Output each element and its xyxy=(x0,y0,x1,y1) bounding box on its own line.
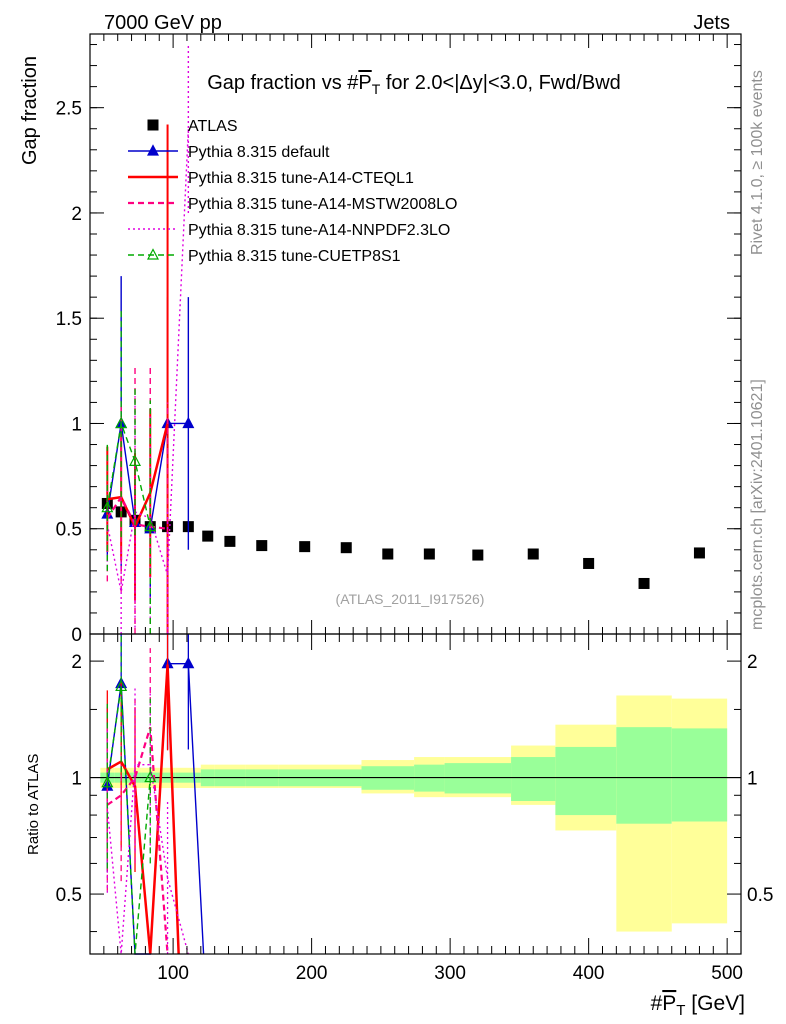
mcplots-label: mcplots.cern.ch [arXiv:2401.10621] xyxy=(749,379,766,630)
xlabel-pre: # xyxy=(651,992,663,1015)
rivet-label: Rivet 4.1.0, ≥ 100k events xyxy=(749,70,766,255)
legend-entry-3: Pythia 8.315 tune-A14-MSTW2008LO xyxy=(128,196,457,213)
xlabel-symbol: P xyxy=(662,992,676,1015)
ratio-line xyxy=(106,686,151,955)
data-point xyxy=(583,557,595,569)
ratio-point xyxy=(182,656,195,669)
ratio-ytick-label-right: 1 xyxy=(747,769,758,790)
main-ylabel: Gap fraction xyxy=(19,56,41,165)
ratio-point xyxy=(144,770,157,783)
data-point xyxy=(256,540,268,552)
watermark: (ATLAS_2011_I917526) xyxy=(336,591,485,607)
data-point xyxy=(340,542,352,554)
ratio-line xyxy=(106,664,180,955)
ytick-label: 2 xyxy=(71,204,82,225)
ratio-ytick-label-right: 2 xyxy=(747,652,758,673)
ytick-label: 0.5 xyxy=(56,520,82,541)
ratio-frame xyxy=(89,633,742,955)
main-series xyxy=(101,44,705,634)
legend-entry-1: Pythia 8.315 default xyxy=(128,144,330,161)
legend-label: Pythia 8.315 tune-A14-MSTW2008LO xyxy=(188,196,457,213)
stat-uncertainty-band xyxy=(616,727,672,824)
xtick-label: 200 xyxy=(296,963,328,984)
ratio-series-3 xyxy=(106,685,190,955)
ytick-label: 1 xyxy=(71,414,82,435)
title-pre: Gap fraction vs # xyxy=(207,72,359,94)
data-point xyxy=(423,548,435,560)
main-panel: (ATLAS_2011_I917526) Gap fraction vs #PT… xyxy=(19,33,742,646)
ratio-line xyxy=(106,726,169,955)
ratio-ytick-label: 2 xyxy=(71,652,82,673)
legend-label: Pythia 8.315 tune-A14-NNPDF2.3LO xyxy=(188,222,450,239)
legend: ATLAS Pythia 8.315 default Pythia 8.315 tu… xyxy=(128,118,457,265)
x-axis-label: #PT [GeV] xyxy=(651,992,745,1019)
series-line xyxy=(106,128,190,593)
data-point xyxy=(144,519,157,532)
xlabel-post: [GeV] xyxy=(685,992,745,1015)
ratio-series-1 xyxy=(106,634,180,955)
ratio-ytick-label: 1 xyxy=(71,769,82,790)
header-right: Jets xyxy=(693,12,730,34)
stat-uncertainty-band xyxy=(444,763,512,794)
title-post: for 2.0<|Δy|<3.0, Fwd/Bwd xyxy=(380,72,621,94)
series-3 xyxy=(106,366,169,634)
ratio-line xyxy=(106,763,190,955)
data-point xyxy=(472,549,484,561)
ratio-bands xyxy=(90,695,741,932)
legend-marker xyxy=(147,119,159,131)
ratio-ytick-label: 0.5 xyxy=(56,885,82,906)
series-4 xyxy=(106,44,190,634)
data-point xyxy=(299,541,311,553)
ratio-axes: 0.5 0.5 1 1 2 2 100 200 300 400 500 xyxy=(56,633,773,984)
legend-label: Pythia 8.315 tune-CUETP8S1 xyxy=(188,248,401,265)
ratio-series xyxy=(101,634,205,955)
legend-entry-0: ATLAS xyxy=(147,118,238,135)
ytick-label: 0 xyxy=(71,625,82,646)
legend-label: ATLAS xyxy=(188,118,238,135)
xtick-label: 500 xyxy=(711,963,743,984)
data-point xyxy=(527,548,539,560)
ytick-label: 1.5 xyxy=(56,309,82,330)
header-left: 7000 GeV pp xyxy=(104,12,222,34)
data-point xyxy=(129,454,142,466)
legend-entry-4: Pythia 8.315 tune-A14-NNPDF2.3LO xyxy=(128,222,450,239)
title-subscript: T xyxy=(372,81,381,97)
ratio-series-4 xyxy=(101,634,157,955)
ytick-label: 2.5 xyxy=(56,99,82,120)
data-point xyxy=(638,577,650,589)
data-point xyxy=(693,547,705,559)
xtick-label: 100 xyxy=(157,963,189,984)
data-point xyxy=(115,416,128,429)
chart-title: Gap fraction vs #PT for 2.0<|Δy|<3.0, Fw… xyxy=(207,72,621,97)
ratio-point xyxy=(115,679,128,692)
legend-label: Pythia 8.315 tune-A14-CTEQL1 xyxy=(188,170,414,187)
legend-label: Pythia 8.315 default xyxy=(188,144,330,161)
data-point xyxy=(182,416,195,429)
legend-entry-5: Pythia 8.315 tune-CUETP8S1 xyxy=(128,248,401,265)
series-0 xyxy=(101,497,705,589)
ratio-ytick-label-right: 0.5 xyxy=(747,885,773,906)
series-line xyxy=(106,420,151,527)
series-5 xyxy=(101,309,157,634)
ratio-ylabel: Ratio to ATLAS xyxy=(25,754,42,855)
data-point xyxy=(382,548,394,560)
data-point xyxy=(101,500,114,513)
data-point xyxy=(224,535,236,547)
legend-entry-2: Pythia 8.315 tune-A14-CTEQL1 xyxy=(128,170,414,187)
ratio-point xyxy=(101,775,114,788)
legend-marker xyxy=(147,144,159,156)
stat-uncertainty-band xyxy=(555,746,617,816)
xtick-label: 300 xyxy=(434,963,466,984)
data-point xyxy=(202,530,214,542)
stat-uncertainty-band xyxy=(511,757,556,801)
title-symbol: P xyxy=(358,72,371,94)
ratio-panel: 0.5 0.5 1 1 2 2 100 200 300 400 500 Ratio to ATLAS… xyxy=(25,633,773,1019)
legend-marker xyxy=(147,248,159,260)
stat-uncertainty-band xyxy=(671,728,728,822)
series-2 xyxy=(106,124,169,634)
xlabel-subscript: T xyxy=(676,1002,685,1019)
xtick-label: 400 xyxy=(573,963,605,984)
